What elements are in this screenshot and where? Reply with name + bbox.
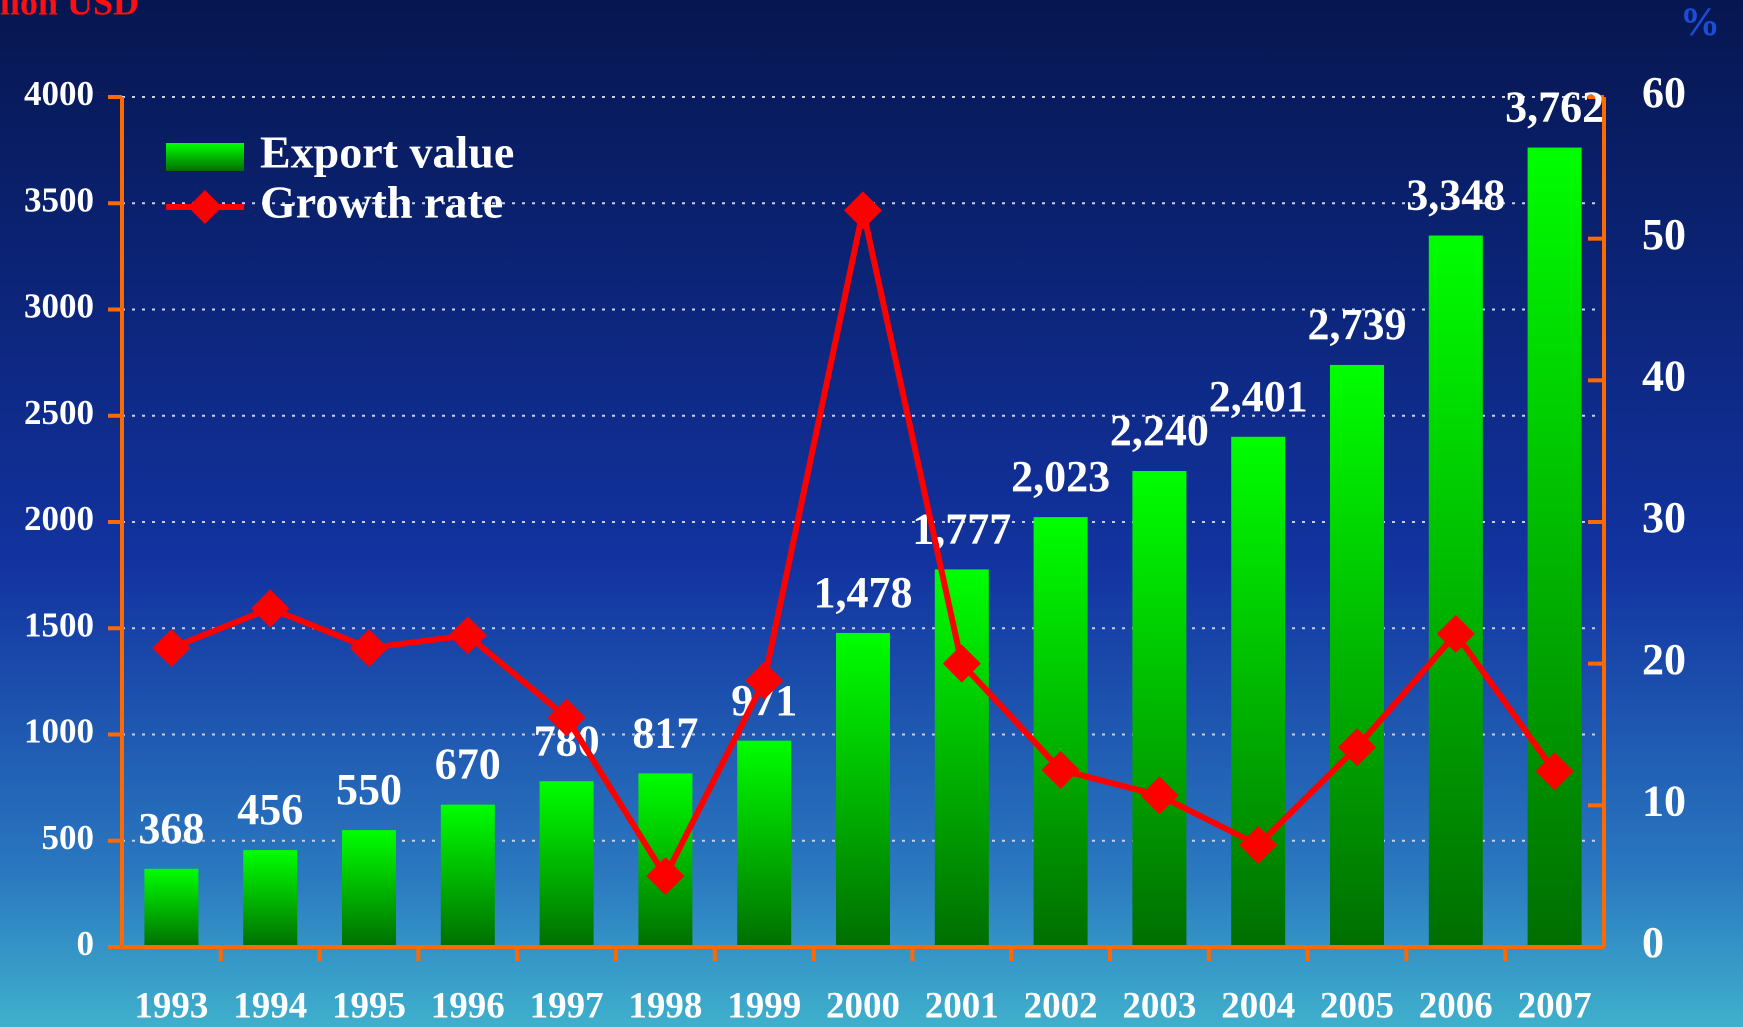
- bar: [934, 569, 989, 947]
- growth-marker: [942, 644, 981, 683]
- x-tick-label: 1997: [530, 985, 604, 1026]
- bar: [1132, 471, 1187, 947]
- y2-tick-label: 10: [1642, 776, 1686, 825]
- x-tick-label: 1995: [332, 985, 406, 1026]
- x-tick-label: 2003: [1122, 985, 1196, 1026]
- bar: [1033, 517, 1088, 947]
- y-tick-label: 1000: [24, 712, 94, 751]
- y2-tick-label: 40: [1642, 351, 1686, 400]
- growth-marker: [1535, 752, 1574, 791]
- value-label: 2,401: [1209, 372, 1308, 421]
- growth-marker: [1140, 776, 1179, 815]
- value-label: 456: [237, 785, 303, 834]
- value-label: 2,023: [1011, 452, 1110, 501]
- value-label: 2,240: [1110, 406, 1209, 455]
- growth-marker: [844, 191, 882, 230]
- y2-axis-label: %: [1680, 0, 1720, 44]
- value-label: 817: [632, 708, 698, 757]
- bar: [144, 868, 199, 947]
- legend-label: Growth rate: [260, 177, 503, 228]
- bar: [539, 781, 594, 947]
- bar: [440, 804, 495, 947]
- growth-marker: [646, 857, 685, 896]
- growth-marker: [547, 698, 586, 737]
- x-tick-label: 2000: [826, 985, 900, 1026]
- y2-tick-label: 60: [1642, 68, 1686, 117]
- x-tick-label: 2005: [1320, 985, 1394, 1026]
- y-tick-label: 2000: [24, 499, 94, 538]
- value-label: 368: [138, 804, 204, 853]
- value-label: 3,762: [1505, 83, 1604, 132]
- y-tick-label: 500: [42, 818, 95, 857]
- x-tick-label: 2002: [1024, 985, 1098, 1026]
- y-axis-label: Million USD: [0, 0, 139, 22]
- legend-swatch: [188, 190, 222, 224]
- value-label: 1,478: [814, 568, 913, 617]
- y2-tick-label: 30: [1642, 493, 1686, 542]
- y-tick-label: 3000: [24, 287, 94, 326]
- bar: [1527, 147, 1582, 947]
- bar: [836, 632, 890, 947]
- x-tick-label: 2006: [1419, 985, 1493, 1026]
- value-label: 550: [336, 765, 402, 814]
- bar: [1231, 436, 1286, 947]
- legend-label: Export value: [260, 127, 514, 178]
- x-tick-label: 1996: [431, 985, 505, 1026]
- y2-tick-label: 50: [1642, 210, 1686, 259]
- bar: [243, 850, 298, 947]
- y2-tick-label: 20: [1642, 635, 1686, 684]
- growth-marker: [251, 589, 290, 628]
- bar: [737, 740, 792, 947]
- growth-marker: [152, 629, 191, 668]
- y-tick-label: 2500: [24, 393, 94, 432]
- growth-marker: [1239, 826, 1278, 864]
- x-tick-label: 1994: [233, 985, 307, 1026]
- value-label: 3,348: [1406, 171, 1505, 220]
- y-tick-label: 3500: [24, 180, 94, 219]
- value-label: 2,739: [1308, 300, 1407, 349]
- x-tick-label: 2004: [1221, 985, 1295, 1026]
- growth-marker: [745, 661, 784, 700]
- x-tick-label: 2007: [1518, 985, 1592, 1026]
- growth-marker: [1041, 750, 1080, 789]
- bar: [1330, 364, 1384, 947]
- x-tick-label: 1993: [134, 985, 208, 1026]
- growth-marker: [350, 629, 388, 668]
- y-tick-label: 1500: [24, 605, 94, 644]
- bar: [1428, 235, 1483, 948]
- legend-swatch: [166, 143, 244, 171]
- value-label: 670: [435, 740, 501, 789]
- y2-tick-label: 0: [1642, 918, 1664, 967]
- x-tick-label: 1998: [628, 985, 702, 1026]
- x-tick-label: 1999: [727, 985, 801, 1026]
- growth-marker: [448, 616, 487, 655]
- bar: [342, 830, 396, 947]
- y-tick-label: 0: [77, 924, 95, 963]
- growth-marker: [1436, 614, 1475, 653]
- y-tick-label: 4000: [24, 74, 94, 113]
- growth-marker: [1338, 728, 1376, 767]
- x-tick-label: 2001: [925, 985, 999, 1026]
